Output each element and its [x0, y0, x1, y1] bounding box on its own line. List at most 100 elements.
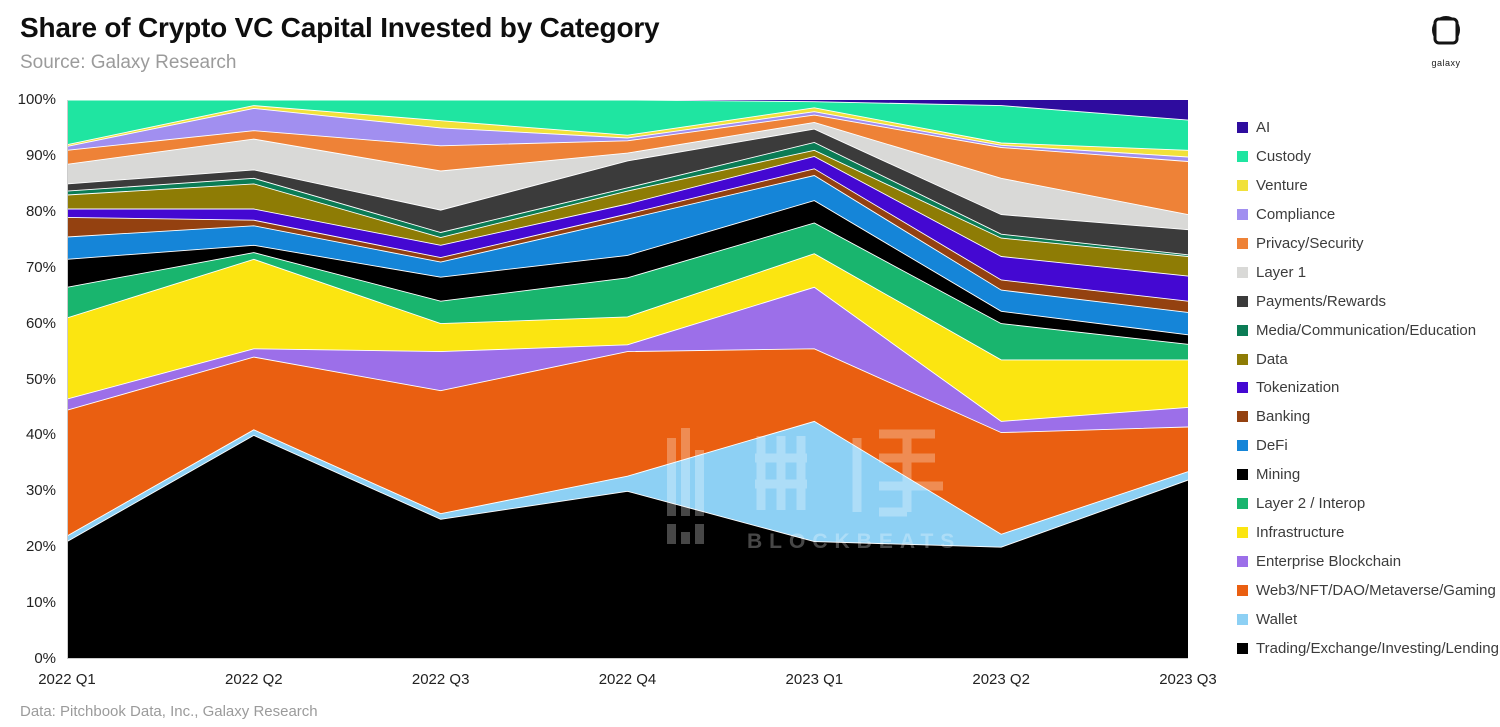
- area-privacy-security: [67, 115, 1188, 215]
- x-tick-label: 2023 Q3: [1159, 671, 1217, 688]
- area-data: [67, 150, 1188, 277]
- x-tick-label: 2022 Q4: [598, 671, 657, 688]
- legend-label: DeFi: [1256, 437, 1288, 455]
- legend-swatch-icon: [1237, 411, 1248, 423]
- area-custody: [67, 100, 1188, 151]
- legend-label: AI: [1256, 119, 1271, 136]
- legend-item-ai: AI: [1237, 119, 1499, 136]
- band-separator: [67, 434, 1188, 548]
- band-separator: [67, 105, 1188, 151]
- band-separator: [67, 175, 1188, 313]
- legend-item-data: Data: [1237, 351, 1499, 368]
- legend-swatch-icon: [1237, 353, 1248, 365]
- band-separator: [67, 142, 1188, 256]
- x-tick-label: 2023 Q1: [785, 671, 844, 688]
- legend-item-venture: Venture: [1237, 177, 1499, 194]
- page-subtitle: Source: Galaxy Research: [20, 52, 237, 73]
- band-separator: [67, 107, 1188, 158]
- legend-label: Infrastructure: [1256, 524, 1345, 542]
- legend-item-enterprise-blockchain: Enterprise Blockchain: [1237, 553, 1499, 570]
- legend-label: Data: [1256, 350, 1288, 368]
- y-tick-label: 90%: [25, 146, 56, 164]
- band-separator: [67, 200, 1188, 336]
- legend-item-infrastructure: Infrastructure: [1237, 524, 1499, 541]
- legend-label: Wallet: [1256, 610, 1298, 628]
- legend-label: Trading/Exchange/Investing/Lending: [1256, 639, 1499, 657]
- legend-item-layer-1: Layer 1: [1237, 264, 1499, 281]
- legend-item-banking: Banking: [1237, 408, 1499, 425]
- legend-label: Media/Communication/Education: [1256, 321, 1477, 339]
- x-tick-label: 2023 Q2: [972, 671, 1030, 688]
- legend-swatch-icon: [1237, 469, 1248, 481]
- y-tick-label: 70%: [25, 258, 56, 276]
- y-tick-label: 50%: [25, 370, 56, 388]
- stacked-area-svg: [67, 100, 1188, 659]
- legend-swatch-icon: [1237, 556, 1248, 568]
- area-mining: [67, 200, 1188, 345]
- area-web3-nft-dao-metaverse-gaming: [67, 348, 1188, 536]
- legend-label: Venture: [1256, 176, 1308, 194]
- y-tick-label: 0%: [34, 650, 56, 667]
- legend-label: Compliance: [1256, 205, 1336, 223]
- legend-swatch-icon: [1237, 150, 1248, 162]
- band-separator: [67, 128, 1188, 231]
- area-compliance: [67, 108, 1188, 162]
- area-banking: [67, 168, 1188, 313]
- legend-swatch-icon: [1237, 613, 1248, 625]
- legend: AI Custody Venture Compliance Privacy/Securi…: [1237, 119, 1499, 657]
- y-tick-label: 10%: [25, 594, 56, 612]
- legend-swatch-icon: [1237, 266, 1248, 278]
- band-separator: [67, 149, 1188, 257]
- legend-label: Banking: [1256, 408, 1311, 426]
- band-separator: [67, 348, 1188, 434]
- legend-swatch-icon: [1237, 440, 1248, 452]
- legend-item-payments-rewards: Payments/Rewards: [1237, 293, 1499, 310]
- area-layer-2-interop: [67, 223, 1188, 360]
- legend-label: Layer 1: [1256, 263, 1307, 281]
- stacked-area-plot: BLOCKBEATS: [67, 100, 1188, 659]
- legend-swatch-icon: [1237, 122, 1248, 133]
- galaxy-logo: galaxy: [1422, 14, 1470, 68]
- legend-item-layer-2-interop: Layer 2 / Interop: [1237, 495, 1499, 512]
- legend-item-web3-nft-dao-metaverse-gaming: Web3/NFT/DAO/Metaverse/Gaming: [1237, 582, 1499, 599]
- y-tick-label: 80%: [25, 202, 56, 220]
- band-separator: [67, 253, 1188, 361]
- band-separator: [67, 222, 1188, 345]
- legend-item-wallet: Wallet: [1237, 611, 1499, 628]
- area-trading-exchange-investing-lending: [67, 435, 1188, 659]
- y-tick-label: 100%: [17, 91, 56, 108]
- band-separator: [67, 100, 1188, 121]
- legend-swatch-icon: [1237, 585, 1248, 596]
- x-tick-label: 2022 Q2: [225, 671, 283, 688]
- x-tick-label: 2022 Q3: [411, 671, 470, 688]
- legend-swatch-icon: [1237, 179, 1248, 191]
- legend-label: Custody: [1256, 147, 1312, 165]
- legend-item-privacy-security: Privacy/Security: [1237, 235, 1499, 252]
- legend-label: Mining: [1256, 466, 1301, 484]
- area-wallet: [67, 421, 1188, 548]
- legend-swatch-icon: [1237, 295, 1248, 307]
- legend-label: Layer 2 / Interop: [1256, 495, 1366, 513]
- legend-item-defi: DeFi: [1237, 437, 1499, 454]
- area-enterprise-blockchain: [67, 287, 1188, 433]
- x-tick-label: 2022 Q1: [38, 671, 96, 688]
- legend-label: Web3/NFT/DAO/Metaverse/Gaming: [1256, 582, 1496, 599]
- legend-label: Privacy/Security: [1256, 234, 1364, 252]
- legend-label: Enterprise Blockchain: [1256, 553, 1402, 571]
- legend-swatch-icon: [1237, 324, 1248, 336]
- legend-item-mining: Mining: [1237, 466, 1499, 483]
- area-tokenization: [67, 156, 1188, 302]
- page-title: Share of Crypto VC Capital Invested by C…: [20, 12, 660, 43]
- y-tick-label: 40%: [25, 426, 56, 444]
- legend-swatch-icon: [1237, 527, 1248, 539]
- galaxy-logo-label: galaxy: [1431, 58, 1461, 68]
- band-separator: [67, 168, 1188, 302]
- legend-item-trading-exchange-investing-lending: Trading/Exchange/Investing/Lending: [1237, 640, 1499, 657]
- legend-item-tokenization: Tokenization: [1237, 379, 1499, 396]
- legend-label: Payments/Rewards: [1256, 292, 1387, 310]
- y-tick-label: 30%: [25, 482, 56, 500]
- y-tick-label: 20%: [25, 538, 56, 556]
- legend-item-media-communication-education: Media/Communication/Education: [1237, 322, 1499, 339]
- band-separator: [67, 156, 1188, 277]
